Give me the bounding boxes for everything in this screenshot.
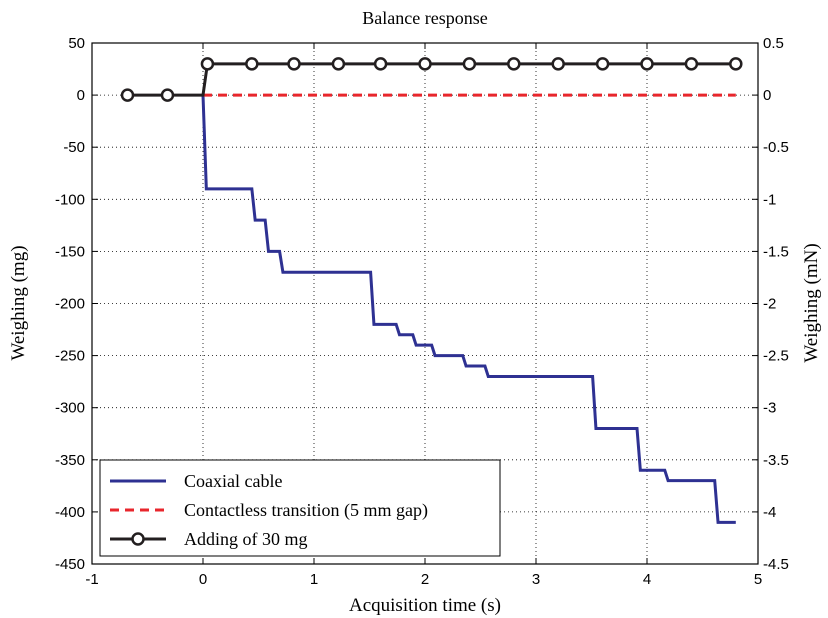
y-tick-label-right: -2: [763, 296, 776, 313]
y-tick-label-right: -2.5: [763, 348, 789, 365]
y-tick-label-left: -50: [63, 139, 85, 156]
y-tick-label-left: -350: [55, 452, 85, 469]
y-tick-label-right: -3: [763, 400, 776, 417]
y-tick-label-right: -4: [763, 504, 776, 521]
y-tick-label-right: -1.5: [763, 243, 789, 260]
y-axis-label-right: Weighing (mN): [801, 243, 822, 362]
x-tick-label: 4: [643, 571, 651, 588]
legend-box: [99, 459, 501, 557]
data-point-marker: [200, 57, 215, 71]
y-tick-label-right: -3.5: [763, 452, 789, 469]
y-tick-label-left: -450: [55, 556, 85, 573]
y-tick-label-left: -400: [55, 504, 85, 521]
chart-title: Balance response: [362, 8, 487, 28]
ticks: -1 0 1 2 3 4 5 50 0 -50 -100 -150 -200 -250 -300 -350 -4…: [55, 35, 789, 588]
y-axis-label-left: Weighing (mg): [8, 245, 29, 360]
legend-label-adding-30mg: Adding of 30 mg: [184, 529, 308, 549]
y-tick-label-left: 50: [68, 35, 85, 52]
y-tick-label-left: -200: [55, 296, 85, 313]
y-tick-label-right: 0.5: [763, 35, 784, 52]
y-tick-label-left: -100: [55, 191, 85, 208]
x-tick-label: 5: [754, 571, 762, 588]
y-tick-label-right: -0.5: [763, 139, 789, 156]
y-tick-label-right: -1: [763, 191, 776, 208]
x-tick-label: 3: [532, 571, 540, 588]
data-point-marker: [160, 88, 175, 102]
y-tick-label-right: 0: [763, 87, 771, 104]
y-tick-label-left: -300: [55, 400, 85, 417]
grid: [92, 43, 758, 564]
x-tick-label: -1: [85, 571, 98, 588]
legend-label-coaxial-cable: Coaxial cable: [184, 471, 282, 491]
y-tick-label-left: -150: [55, 243, 85, 260]
series-group: [120, 57, 743, 524]
data-point-marker: [418, 57, 432, 71]
data-point-marker: [120, 88, 135, 102]
y-tick-label-right: -4.5: [763, 556, 789, 573]
data-point-marker: [684, 57, 699, 71]
data-point-marker: [595, 57, 610, 71]
data-point-marker: [287, 57, 301, 71]
data-point-marker: [331, 57, 346, 71]
data-point-marker: [462, 57, 477, 71]
data-point-marker: [640, 57, 654, 71]
x-tick-label: 2: [421, 571, 429, 588]
legend-marker-adding-30mg: [131, 532, 145, 546]
data-point-marker: [507, 57, 521, 71]
data-point-marker: [245, 57, 259, 71]
series-line-coaxial-cable: [201, 95, 736, 524]
data-point-marker: [729, 57, 743, 71]
data-point-marker: [373, 57, 388, 71]
data-point-marker: [551, 57, 565, 71]
y-tick-label-left: -250: [55, 348, 85, 365]
legend: Coaxial cable Contactless transition (5 …: [99, 459, 501, 557]
y-tick-label-left: 0: [77, 87, 85, 104]
x-tick-label: 1: [310, 571, 318, 588]
x-axis-label: Acquisition time (s): [349, 595, 501, 616]
x-tick-label: 0: [199, 571, 207, 588]
legend-label-contactless-transition: Contactless transition (5 mm gap): [184, 500, 428, 521]
